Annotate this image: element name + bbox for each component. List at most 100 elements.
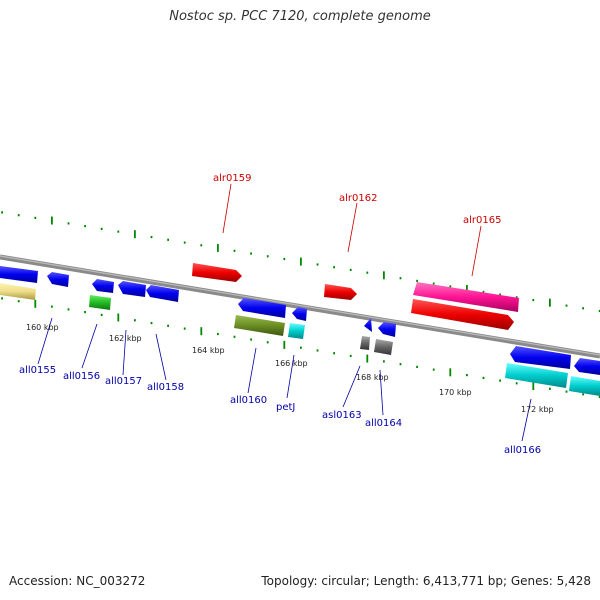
outer-tick-12 bbox=[200, 244, 203, 247]
gene-all0156[interactable] bbox=[92, 279, 114, 293]
gene-asl0163-gray[interactable] bbox=[360, 336, 370, 350]
inner-tick-8 bbox=[134, 319, 136, 322]
genome-stats-text: Topology: circular; Length: 6,413,771 bp… bbox=[261, 574, 591, 588]
gene-blue-left-edge[interactable] bbox=[0, 266, 38, 283]
inner-tick-35 bbox=[582, 393, 584, 396]
reverse-gene-labels: all0155 all0156 all0157 all0158 all0160 … bbox=[19, 365, 541, 456]
outer-tick-9 bbox=[150, 236, 153, 239]
scale-label-172: 172 kbp bbox=[521, 405, 554, 414]
label-all0166[interactable]: all0166 bbox=[504, 445, 541, 456]
outer-tick-35 bbox=[582, 307, 584, 310]
gene-all0160[interactable] bbox=[238, 298, 286, 318]
gene-alr0165[interactable] bbox=[413, 282, 519, 312]
label-petJ[interactable]: petJ bbox=[276, 402, 295, 413]
reverse-genes bbox=[0, 266, 600, 396]
label-alr0159[interactable]: alr0159 bbox=[213, 173, 251, 184]
gene-petJ-blue[interactable] bbox=[292, 307, 307, 321]
gene-petJ[interactable] bbox=[288, 323, 305, 339]
inner-tick-1 bbox=[17, 300, 20, 303]
inner-tick-20 bbox=[333, 352, 335, 355]
inner-tick-6 bbox=[100, 313, 103, 316]
gene-all0166[interactable] bbox=[510, 346, 571, 369]
inner-tick-14 bbox=[233, 335, 236, 338]
inner-tick-4 bbox=[67, 308, 70, 311]
scale-label-170: 170 kbp bbox=[439, 388, 472, 397]
genome-backbone bbox=[0, 254, 600, 359]
inner-tick-0 bbox=[1, 297, 3, 300]
outer-tick-18 bbox=[300, 257, 302, 266]
inner-tick-26 bbox=[432, 368, 435, 371]
leader-petJ bbox=[286, 354, 295, 399]
outer-tick-26 bbox=[432, 282, 435, 285]
outer-tick-6 bbox=[100, 227, 103, 230]
inner-tick-24 bbox=[399, 363, 402, 366]
scale-label-162: 162 kbp bbox=[109, 334, 142, 343]
leader-alr0159 bbox=[222, 183, 232, 234]
gene-alr0159[interactable] bbox=[192, 263, 242, 282]
gene-cyan-right-edge[interactable] bbox=[569, 376, 600, 396]
label-all0155[interactable]: all0155 bbox=[19, 365, 56, 376]
label-all0158[interactable]: all0158 bbox=[147, 382, 184, 393]
leader-all0158 bbox=[155, 333, 167, 381]
gene-all0158[interactable] bbox=[146, 285, 179, 302]
gene-alr0165-red[interactable] bbox=[411, 299, 514, 330]
inner-tick-33 bbox=[549, 387, 551, 390]
inner-tick-13 bbox=[217, 332, 219, 336]
gene-all0166-cyan[interactable] bbox=[505, 363, 568, 388]
label-all0164[interactable]: all0164 bbox=[365, 418, 402, 429]
outer-tick-19 bbox=[316, 263, 319, 266]
outer-tick-11 bbox=[183, 241, 186, 244]
outer-tick-13 bbox=[217, 243, 219, 252]
outer-tick-32 bbox=[532, 299, 535, 302]
outer-tick-1 bbox=[17, 214, 20, 217]
label-alr0162[interactable]: alr0162 bbox=[339, 193, 377, 204]
outer-tick-10 bbox=[167, 238, 169, 241]
inner-tick-27 bbox=[449, 368, 452, 377]
gene-all0160-olive[interactable] bbox=[234, 315, 285, 336]
gene-all0156-green[interactable] bbox=[89, 295, 111, 310]
label-all0157[interactable]: all0157 bbox=[105, 376, 142, 387]
scale-label-160: 160 kbp bbox=[26, 323, 59, 332]
genome-backbone-highlight bbox=[0, 255, 600, 356]
label-all0156[interactable]: all0156 bbox=[63, 371, 100, 382]
outer-tick-28 bbox=[466, 285, 468, 293]
forward-gene-labels: alr0159 alr0162 alr0165 bbox=[213, 173, 501, 226]
gene-all0155[interactable] bbox=[47, 272, 69, 287]
outer-tick-23 bbox=[383, 271, 385, 280]
label-alr0165[interactable]: alr0165 bbox=[463, 215, 501, 226]
outer-tick-5 bbox=[84, 225, 86, 228]
outer-tick-20 bbox=[333, 266, 335, 269]
gene-blue-right-edge[interactable] bbox=[574, 358, 600, 375]
leader-all0157 bbox=[122, 329, 127, 376]
outer-tick-2 bbox=[34, 216, 37, 219]
gene-asl0163[interactable] bbox=[364, 318, 372, 332]
gene-yellow-left-edge[interactable] bbox=[0, 283, 36, 300]
outer-tick-36 bbox=[598, 309, 600, 313]
inner-tick-7 bbox=[117, 313, 120, 322]
leader-all0156 bbox=[81, 323, 98, 369]
scale-labels: 160 kbp 162 kbp 164 kbp 166 kbp 168 kbp … bbox=[26, 323, 554, 414]
leader-all0166 bbox=[521, 398, 532, 442]
gene-all0164-gray[interactable] bbox=[374, 339, 393, 355]
gene-all0164[interactable] bbox=[378, 322, 396, 337]
inner-tick-row bbox=[1, 297, 600, 399]
label-asl0163[interactable]: asl0163 bbox=[322, 410, 362, 421]
gene-all0157[interactable] bbox=[118, 281, 146, 297]
outer-tick-3 bbox=[51, 216, 53, 225]
inner-tick-17 bbox=[283, 340, 286, 349]
forward-genes bbox=[192, 263, 519, 330]
label-leaders bbox=[37, 183, 532, 442]
gene-alr0162[interactable] bbox=[324, 284, 357, 300]
inner-tick-16 bbox=[266, 341, 269, 344]
inner-tick-19 bbox=[316, 349, 319, 352]
label-all0160[interactable]: all0160 bbox=[230, 395, 267, 406]
outer-tick-17 bbox=[283, 257, 286, 261]
map-title: Nostoc sp. PCC 7120, complete genome bbox=[169, 9, 431, 24]
leader-alr0165 bbox=[471, 225, 482, 277]
accession-text: Accession: NC_003272 bbox=[9, 574, 146, 588]
leader-alr0162 bbox=[347, 202, 358, 253]
outer-tick-30 bbox=[499, 293, 501, 296]
inner-tick-21 bbox=[349, 354, 352, 357]
outer-tick-25 bbox=[416, 279, 418, 282]
inner-tick-25 bbox=[416, 365, 418, 368]
